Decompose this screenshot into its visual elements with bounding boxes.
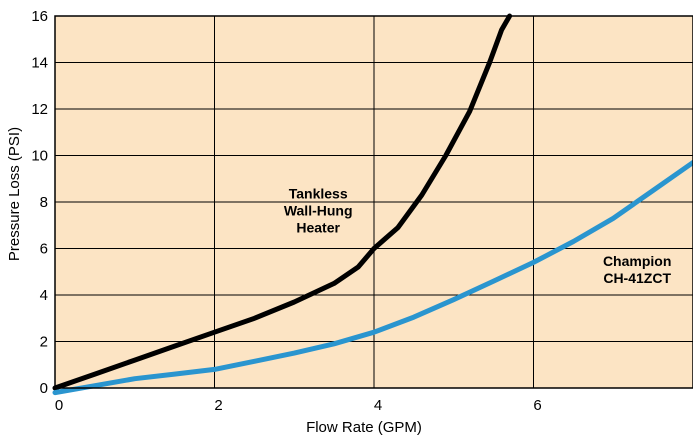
series-label-0: Wall-Hung xyxy=(284,203,353,219)
y-tick-label: 6 xyxy=(40,241,48,258)
y-tick-label: 14 xyxy=(31,55,48,72)
x-tick-label: 4 xyxy=(374,397,382,414)
series-label-0: Heater xyxy=(296,220,340,236)
y-tick-label: 0 xyxy=(40,380,48,397)
series-label-1: CH-41ZCT xyxy=(603,270,671,286)
series-line-1 xyxy=(52,160,693,396)
y-tick-label: 10 xyxy=(31,148,48,165)
y-tick-label: 16 xyxy=(31,8,48,25)
x-tick-label: 6 xyxy=(533,397,541,414)
plot-frame xyxy=(54,15,693,389)
series-label-0: Tankless xyxy=(289,186,348,202)
x-axis-title: Flow Rate (GPM) xyxy=(306,419,422,436)
y-tick-label: 2 xyxy=(40,334,48,351)
series-label-1: Champion xyxy=(603,253,671,269)
x-tick-label: 2 xyxy=(214,397,222,414)
y-tick-label: 12 xyxy=(31,101,48,118)
y-tick-labels: 0 2 4 6 8 10 12 14 16 xyxy=(31,8,48,397)
y-tick-label: 8 xyxy=(40,194,48,211)
gridlines xyxy=(54,15,693,389)
x-tick-label: 0 xyxy=(55,397,63,414)
series-lines xyxy=(52,13,693,396)
y-axis-title: Pressure Loss (PSI) xyxy=(6,127,23,261)
series-line-0 xyxy=(52,13,513,391)
y-tick-label: 4 xyxy=(40,287,48,304)
